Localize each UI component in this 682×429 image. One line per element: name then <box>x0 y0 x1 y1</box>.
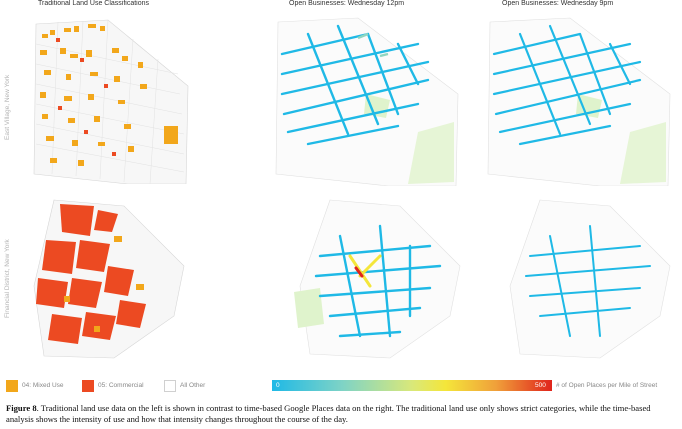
figure-caption: Figure 8. Traditional land use data on t… <box>6 403 676 425</box>
legend-label-commercial: 05: Commercial <box>98 382 144 389</box>
figure-label: Figure 8 <box>6 403 37 413</box>
legend-swatch-mixed-use <box>6 380 18 392</box>
intensity-color-scale <box>272 380 552 391</box>
map-east-village-land-use <box>33 19 189 184</box>
column-title-land-use: Traditional Land Use Classifications <box>38 0 150 7</box>
commercial-parcels <box>56 38 116 156</box>
column-title-wed-9pm: Open Businesses: Wednesday 9pm <box>502 0 614 7</box>
map-financial-district-land-use <box>33 199 185 359</box>
row-label-financial-district: Financial District, New York <box>4 239 11 318</box>
mixed-use-parcels <box>40 24 178 166</box>
legend-swatch-all-other <box>164 380 176 392</box>
map-financial-district-9pm <box>509 199 671 359</box>
legend-swatch-commercial <box>82 380 94 392</box>
map-financial-district-12pm <box>294 199 461 359</box>
map-east-village-9pm <box>487 17 671 186</box>
scale-max-label: 500 <box>535 382 546 389</box>
scale-units-label: # of Open Places per Mile of Street <box>556 382 658 389</box>
mixed-use-parcels <box>64 236 144 332</box>
map-east-village-12pm <box>275 17 459 186</box>
row-label-east-village: East Village, New York <box>4 74 11 140</box>
figure-caption-text: . Traditional land use data on the left … <box>6 403 651 424</box>
scale-min-label: 0 <box>276 382 280 389</box>
commercial-parcels <box>36 204 146 344</box>
legend-label-all-other: All Other <box>180 382 206 389</box>
column-title-wed-12pm: Open Businesses: Wednesday 12pm <box>289 0 405 7</box>
legend-label-mixed-use: 04: Mixed Use <box>22 382 64 389</box>
